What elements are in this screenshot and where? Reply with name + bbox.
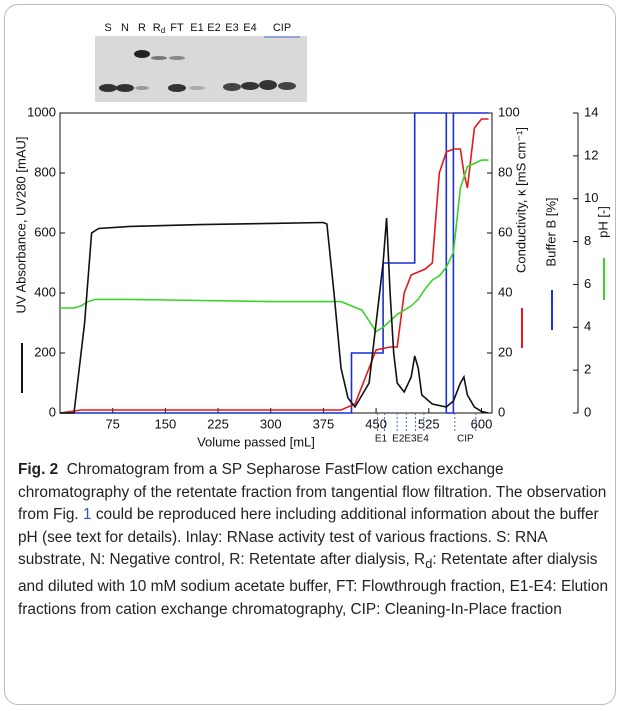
x-tick-label: 225 <box>207 416 229 431</box>
gel-lane-text: FT <box>170 22 184 34</box>
y-tick-label: 400 <box>34 284 56 299</box>
y2-tick-label: 100 <box>498 104 520 119</box>
x-tick-label: 150 <box>155 416 177 431</box>
caption-link[interactable]: 1 <box>83 506 92 524</box>
gel-lane-label: R <box>138 22 146 34</box>
caption-text: Chromatogram from a SP Sepharose FastFlo… <box>18 461 607 524</box>
fraction-label: E1 <box>375 434 388 445</box>
gel-lane-text: E2 <box>207 22 220 34</box>
caption-sub: d <box>425 556 433 572</box>
gel-lane-text: E3 <box>225 22 238 34</box>
gel-band <box>241 82 259 90</box>
y4-tick-label: 8 <box>584 233 591 248</box>
y2-tick-label: 0 <box>498 404 505 419</box>
y2-axis-title: Conductivity, κ [mS cm⁻¹] <box>513 127 528 273</box>
x-tick-label: 600 <box>471 416 493 431</box>
figure-frame <box>4 4 616 705</box>
fraction-label: CIP <box>457 434 474 445</box>
gel-band <box>99 84 117 92</box>
y2-tick-label: 20 <box>498 344 512 359</box>
gel-lane-text: R <box>138 22 146 34</box>
series-line <box>60 217 489 414</box>
x-tick-label: 450 <box>365 416 387 431</box>
gel-band <box>135 86 149 90</box>
caption: Fig. 2 Chromatogram from a SP Sepharose … <box>18 459 610 621</box>
y4-tick-label: 4 <box>584 319 591 334</box>
gel-lane-text: E4 <box>243 22 256 34</box>
caption-label: Fig. 2 <box>18 461 59 478</box>
gel-lane-label: E3 <box>225 22 238 34</box>
y-tick-label: 1000 <box>27 104 56 119</box>
y2-tick-label: 40 <box>498 284 512 299</box>
y4-tick-label: 6 <box>584 276 591 291</box>
y4-tick-label: 10 <box>584 190 598 205</box>
gel-lane-label: E2 <box>207 22 220 34</box>
y2-tick-label: 80 <box>498 164 512 179</box>
y-tick-label: 800 <box>34 164 56 179</box>
y-tick-label: 200 <box>34 344 56 359</box>
series-line <box>60 112 489 414</box>
gel-lane-text: CIP <box>273 22 291 34</box>
gel-lane-sub: d <box>161 26 165 35</box>
x-tick-label: 75 <box>105 416 119 431</box>
y-axis-title: UV Absorbance, UV280 [mAU] <box>13 136 28 313</box>
gel-inlay <box>95 36 307 102</box>
gel-band <box>134 50 150 58</box>
gel-band <box>278 82 296 90</box>
gel-lane-text: E1 <box>190 22 203 34</box>
x-tick-label: 525 <box>418 416 440 431</box>
y4-tick-label: 0 <box>584 404 591 419</box>
x-tick-label: 300 <box>260 416 282 431</box>
chart: S N R Rd FT E1 E2 E3 E4 CIP0200400600800100002040… <box>13 22 610 450</box>
gel-lane-label: N <box>121 22 129 34</box>
x-axis-title: Volume passed [mL] <box>197 434 315 449</box>
y3-axis-title: Buffer B [%] <box>543 197 558 266</box>
caption-text: : Retentate after dialysis and diluted w… <box>18 551 608 618</box>
y4-tick-label: 12 <box>584 147 598 162</box>
y4-tick-label: 2 <box>584 362 591 377</box>
fraction-label: E2E3E4 <box>392 434 429 445</box>
gel-lane-text: N <box>121 22 129 34</box>
gel-lane-label: Rd <box>153 22 165 35</box>
gel-lane-label: E1 <box>190 22 203 34</box>
y2-tick-label: 60 <box>498 224 512 239</box>
series-line <box>59 118 489 414</box>
gel-band <box>169 56 185 60</box>
gel-lane-text: R <box>153 22 161 34</box>
plot-frame <box>59 112 493 414</box>
gel-band <box>223 83 241 91</box>
gel-band <box>116 84 134 92</box>
gel-band <box>259 80 277 90</box>
gel-band <box>189 86 205 90</box>
gel-lane-text: S <box>104 22 111 34</box>
y4-axis-title: pH [-] <box>595 206 610 238</box>
caption-text: could be reproduced here including addit… <box>18 506 599 569</box>
gel-lane-label: FT <box>170 22 184 34</box>
gel-lane-label: CIP <box>273 22 291 34</box>
gel <box>95 36 307 102</box>
gel-lane-label: E4 <box>243 22 256 34</box>
gel-band <box>168 84 186 92</box>
gel-lane-label: S <box>104 22 111 34</box>
gel-band <box>151 56 167 60</box>
y4-tick-label: 14 <box>584 104 598 119</box>
x-tick-label: 375 <box>313 416 335 431</box>
y-tick-label: 0 <box>49 404 56 419</box>
y-tick-label: 600 <box>34 224 56 239</box>
series-line <box>60 159 489 333</box>
